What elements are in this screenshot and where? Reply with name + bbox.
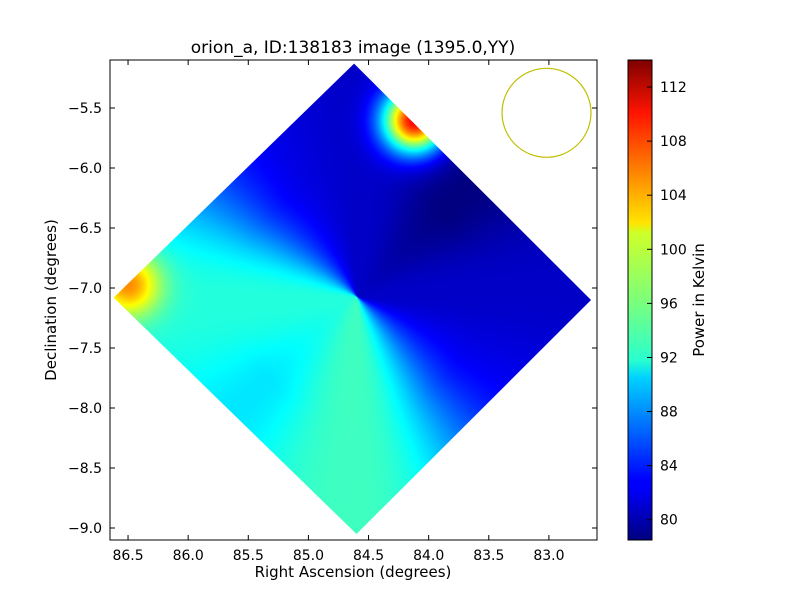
colorbar-tick-label: 80 [660, 513, 678, 529]
heatmap-image [113, 63, 591, 534]
x-tick-label: 85.0 [293, 548, 324, 564]
plot-area: 86.5 86.0 85.5 85.0 84.5 84.0 83.5 83.0 −5.5 −6.… [68, 59, 598, 564]
colorbar-tick-label: 104 [660, 188, 687, 204]
x-tick-label: 83.5 [473, 548, 504, 564]
y-axis-ticks: −5.5 −6.0 −6.5 −7.0 −7.5 −8.0 −8.5 −9.0 [68, 101, 597, 537]
y-tick-label: −6.0 [68, 161, 102, 177]
colorbar-tick-label: 108 [660, 134, 687, 150]
y-tick-label: −6.5 [68, 221, 102, 237]
colorbar-tick-label: 96 [660, 296, 678, 312]
y-axis-label: Declination (degrees) [42, 219, 60, 381]
axes-frame [109, 59, 598, 541]
y-tick-label: −8.0 [68, 401, 102, 417]
colorbar: 80 84 88 92 96 100 104 108 112 Power in Kelvin [627, 59, 708, 541]
x-tick-label: 84.0 [413, 548, 444, 564]
x-axis-label: Right Ascension (degrees) [255, 563, 452, 581]
colorbar-tick-label: 100 [660, 242, 687, 258]
colorbar-gradient [627, 59, 653, 541]
colorbar-label: Power in Kelvin [690, 243, 708, 357]
colorbar-tick-label: 84 [660, 459, 678, 475]
x-tick-label: 83.0 [533, 548, 564, 564]
colorbar-tick-label: 92 [660, 350, 678, 366]
y-tick-label: −8.5 [68, 461, 102, 477]
y-tick-label: −7.5 [68, 341, 102, 357]
colorbar-tick-label: 88 [660, 405, 678, 421]
colorbar-tick-label: 112 [660, 80, 687, 96]
x-axis-ticks: 86.5 86.0 85.5 85.0 84.5 84.0 83.5 83.0 [112, 60, 564, 564]
chart-title: orion_a, ID:138183 image (1395.0,YY) [191, 38, 515, 58]
x-tick-label: 85.5 [233, 548, 264, 564]
y-tick-label: −5.5 [68, 101, 102, 117]
colorbar-ticks: 80 84 88 92 96 100 104 108 112 [647, 80, 687, 529]
x-tick-label: 84.5 [353, 548, 384, 564]
beam-circle [501, 67, 592, 158]
y-tick-label: −7.0 [68, 281, 102, 297]
y-tick-label: −9.0 [68, 521, 102, 537]
x-tick-label: 86.5 [112, 548, 143, 564]
x-tick-label: 86.0 [173, 548, 204, 564]
